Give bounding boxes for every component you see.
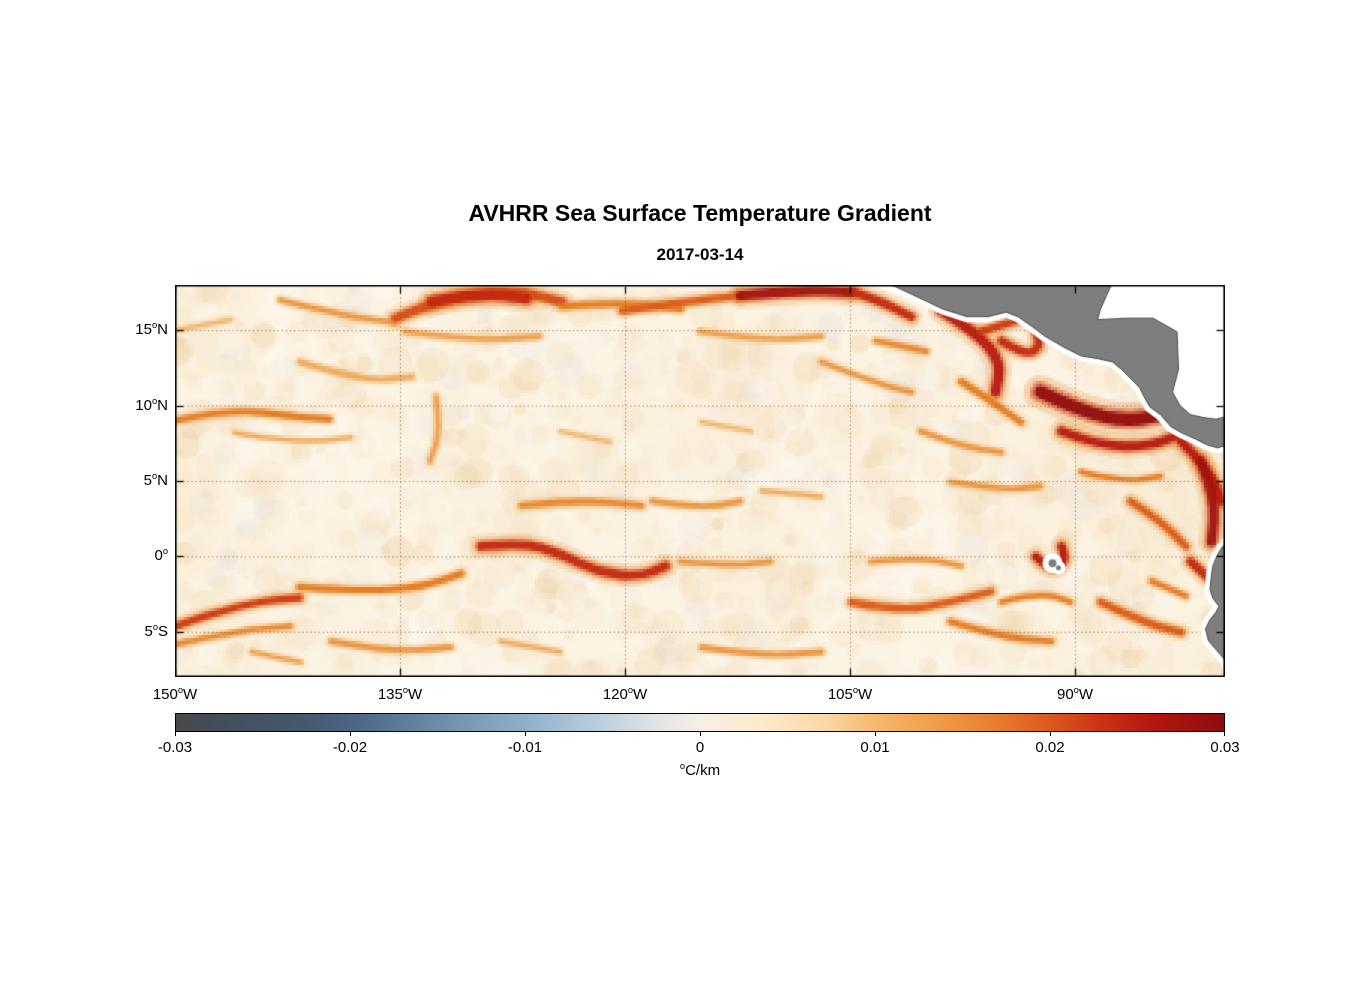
colorbar-tick <box>1050 732 1051 736</box>
x-tick-label: 150oW <box>152 685 198 703</box>
colorbar-gradient <box>176 714 1224 731</box>
y-tick-label: 5oS <box>144 621 168 640</box>
degree-symbol: o <box>162 546 168 557</box>
colorbar-tick <box>175 732 176 736</box>
figure-title: AVHRR Sea Surface Temperature Gradient <box>468 200 932 226</box>
x-tick-label: 105oW <box>827 685 873 703</box>
y-tick-label: 0o <box>154 546 168 565</box>
degree-symbol: o <box>152 621 158 632</box>
y-tick-label: 5oN <box>143 471 168 489</box>
y-tick-label: 15oN <box>135 320 168 339</box>
colorbar-tick <box>350 732 351 736</box>
degree-symbol: o <box>627 685 634 695</box>
degree-symbol: o <box>151 320 158 331</box>
colorbar-tick <box>700 732 701 736</box>
x-tick-label: 120oW <box>602 685 648 703</box>
colorbar <box>175 713 1225 732</box>
colorbar-tick <box>1224 732 1225 736</box>
degree-symbol: o <box>151 395 158 406</box>
figure-date: 2017-03-14 <box>656 245 744 264</box>
colorbar-tick <box>525 732 526 736</box>
colorbar-tick-label: 0.03 <box>1210 739 1240 756</box>
degree-symbol: o <box>1073 685 1079 695</box>
map-plot <box>175 285 1225 677</box>
unit-text: C/km <box>685 762 721 779</box>
colorbar-tick-label: 0.01 <box>860 739 890 756</box>
colorbar-tick-label: 0 <box>695 739 705 756</box>
degree-symbol: o <box>852 685 859 695</box>
degree-symbol: o <box>679 761 686 771</box>
x-tick-label: 135oW <box>377 685 423 703</box>
degree-symbol: o <box>177 685 184 695</box>
colorbar-tick-label: -0.03 <box>157 739 193 756</box>
colorbar-tick-label: -0.01 <box>507 739 543 756</box>
colorbar-tick-label: -0.02 <box>332 739 368 756</box>
x-tick-label: 90oW <box>1056 685 1094 703</box>
colorbar-unit-label: oC/km <box>175 761 1225 779</box>
y-tick-label: 10oN <box>135 395 168 414</box>
degree-symbol: o <box>151 471 158 481</box>
colorbar-tick-label: 0.02 <box>1035 739 1065 756</box>
colorbar-tick <box>875 732 876 736</box>
degree-symbol: o <box>402 685 409 695</box>
